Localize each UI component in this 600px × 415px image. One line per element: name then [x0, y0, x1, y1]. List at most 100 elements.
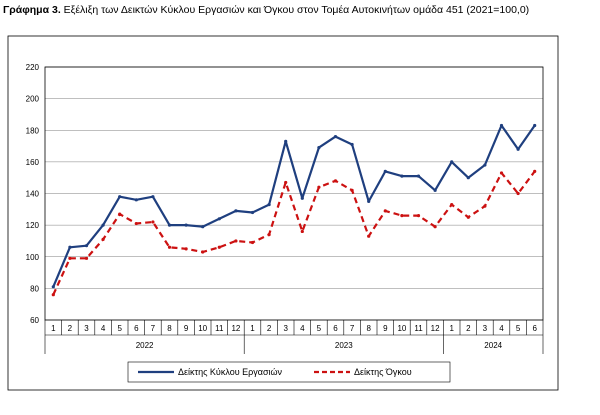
data-point: [201, 250, 205, 254]
y-tick-label: 180: [26, 126, 40, 135]
data-point: [466, 176, 470, 180]
x-tick-label: 10: [198, 324, 207, 333]
data-point: [300, 229, 304, 234]
data-point: [250, 210, 255, 215]
data-point: [234, 239, 238, 243]
data-point: [367, 234, 371, 238]
data-point: [433, 225, 437, 229]
x-tick-label: 5: [516, 324, 521, 333]
data-point: [317, 185, 321, 189]
x-tick-label: 8: [366, 324, 371, 333]
figure-label: Γράφημα 3.: [3, 4, 61, 16]
data-point: [84, 244, 89, 248]
data-point: [250, 240, 255, 245]
y-tick-label: 140: [26, 190, 40, 199]
y-tick-label: 220: [26, 63, 40, 72]
data-point: [400, 174, 404, 178]
data-point: [300, 196, 304, 200]
x-tick-label: 6: [532, 324, 537, 333]
year-label: 2022: [136, 341, 154, 350]
x-axis: 1 2 3 4 5 6 7 8 9 10 11 12 1 2 3 4 5 6 7 8 9 10 11 12 1 2 3 4 5 62022…: [44, 320, 544, 354]
x-tick-label: 4: [499, 324, 504, 333]
data-point: [450, 160, 454, 164]
y-axis: 60 80 100 120 140 160 180 200 220: [26, 63, 40, 325]
data-point: [151, 195, 155, 199]
x-tick-label: 2: [466, 324, 471, 333]
data-point: [267, 233, 271, 237]
data-point: [499, 123, 504, 128]
x-tick-label: 10: [397, 324, 406, 333]
data-point: [333, 179, 338, 183]
x-tick-label: 1: [51, 324, 56, 333]
data-point: [400, 214, 404, 218]
data-point: [151, 220, 155, 224]
data-point: [499, 171, 504, 175]
y-tick-label: 120: [26, 221, 40, 230]
series-line-turnover: [52, 124, 536, 288]
x-tick-label: 5: [317, 324, 322, 333]
data-point: [383, 169, 387, 173]
data-point: [350, 142, 354, 147]
y-tick-label: 80: [30, 284, 39, 293]
data-point: [167, 245, 172, 249]
figure-caption: Εξέλιξη των Δεικτών Κύκλου Εργασιών και …: [63, 4, 530, 16]
data-point: [234, 209, 238, 213]
data-point: [134, 221, 138, 226]
year-label: 2024: [484, 341, 502, 350]
data-point: [101, 223, 105, 227]
data-point: [68, 245, 72, 249]
x-tick-label: 12: [431, 324, 440, 333]
data-point: [433, 188, 437, 192]
data-point: [367, 199, 371, 204]
x-tick-label: 3: [483, 324, 488, 333]
data-point: [516, 147, 520, 151]
x-tick-label: 7: [151, 324, 156, 333]
x-tick-label: 7: [350, 324, 355, 333]
data-point: [383, 209, 387, 213]
data-point: [217, 245, 221, 249]
data-point: [118, 195, 122, 199]
data-point: [450, 202, 454, 207]
x-tick-label: 9: [383, 324, 388, 333]
series-line-volume: [52, 170, 536, 296]
data-point: [267, 202, 271, 207]
x-tick-label: 5: [117, 324, 122, 333]
x-tick-label: 6: [134, 324, 139, 333]
data-point: [416, 174, 421, 178]
x-tick-label: 8: [167, 324, 172, 333]
data-point: [284, 180, 288, 185]
x-tick-label: 1: [449, 324, 454, 333]
data-point: [333, 134, 338, 139]
data-point: [201, 225, 205, 229]
gridlines: [44, 66, 544, 321]
data-point: [483, 163, 487, 167]
data-point: [184, 223, 188, 227]
data-point: [167, 223, 172, 227]
data-point: [84, 256, 89, 260]
x-tick-label: 4: [300, 324, 305, 333]
data-point: [118, 212, 122, 216]
data-point: [533, 169, 537, 173]
legend-box: [127, 361, 451, 383]
x-tick-label: 3: [84, 324, 89, 333]
data-point: [51, 293, 55, 297]
data-point: [217, 217, 221, 221]
y-tick-label: 160: [26, 158, 40, 167]
x-tick-label: 9: [184, 324, 189, 333]
data-point: [101, 237, 105, 241]
legend-label: Δείκτης Όγκου: [354, 367, 412, 377]
legend-label: Δείκτης Κύκλου Εργασιών: [178, 367, 283, 377]
x-tick-label: 11: [414, 324, 423, 333]
data-point: [184, 247, 188, 251]
x-tick-label: 1: [250, 324, 255, 333]
series-lines: [51, 123, 537, 297]
data-point: [68, 256, 72, 260]
y-tick-label: 100: [26, 253, 40, 262]
data-point: [416, 214, 421, 218]
figure-title: Γράφημα 3. Εξέλιξη των Δεικτών Κύκλου Ερ…: [3, 4, 529, 16]
data-point: [483, 204, 487, 208]
data-point: [533, 123, 537, 128]
x-tick-label: 2: [267, 324, 272, 333]
data-point: [516, 191, 520, 196]
